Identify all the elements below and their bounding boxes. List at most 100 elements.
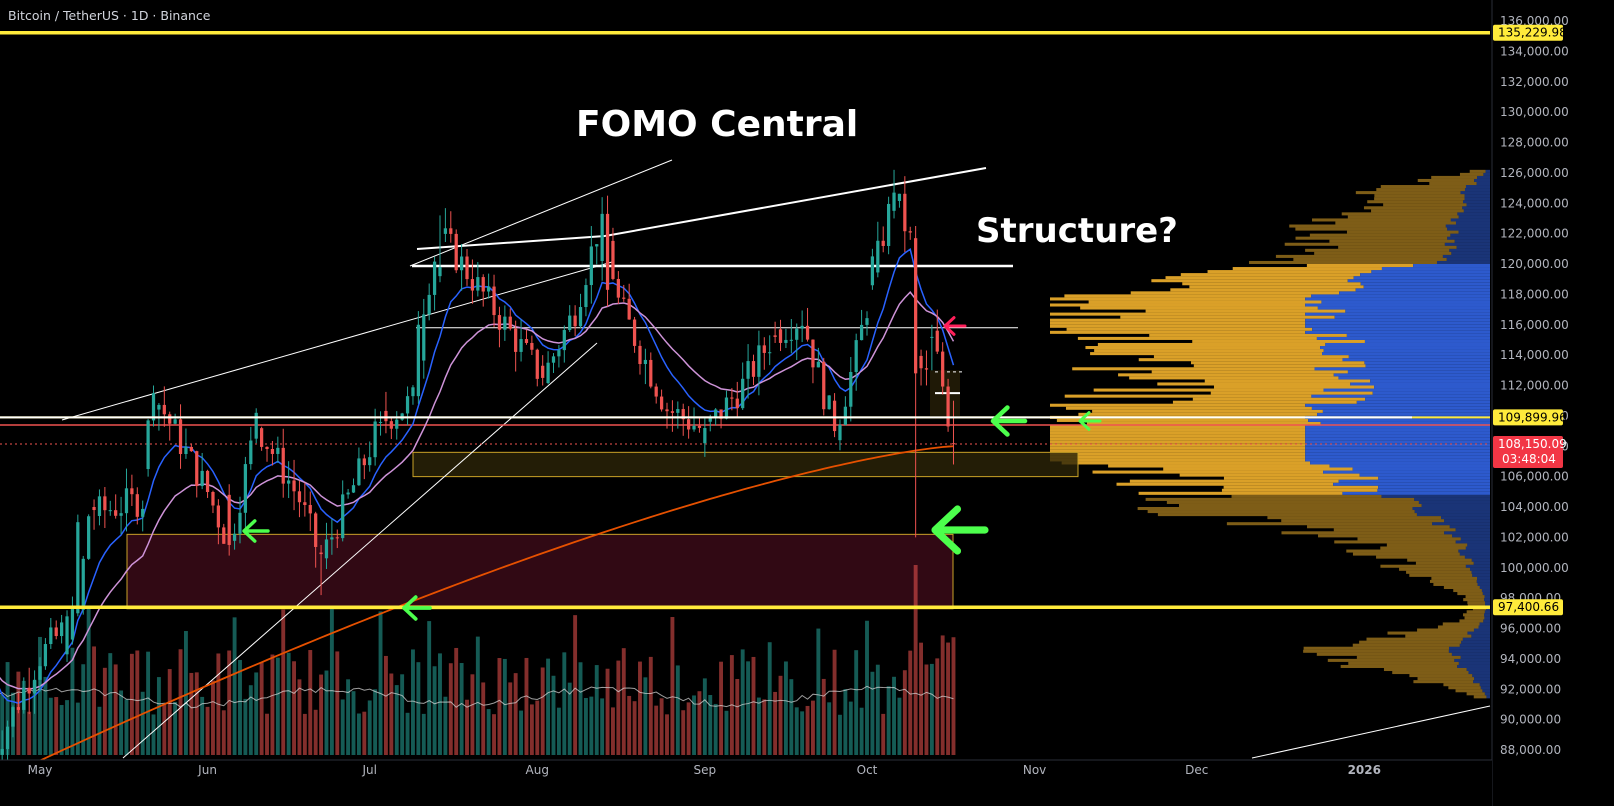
candle-body bbox=[768, 352, 772, 354]
candle-body bbox=[5, 726, 10, 750]
y-tick-label: 96,000.00 bbox=[1500, 622, 1561, 636]
profile-row-down bbox=[1462, 206, 1490, 210]
candle-body bbox=[676, 409, 680, 413]
volume-bar bbox=[302, 713, 307, 755]
volume-bar bbox=[135, 650, 140, 755]
volume-bar bbox=[892, 676, 896, 755]
profile-row-up bbox=[1469, 169, 1486, 173]
volume-bar bbox=[205, 706, 210, 755]
profile-row-up bbox=[1165, 276, 1354, 280]
profile-row-down bbox=[1305, 303, 1490, 307]
candle-body bbox=[805, 325, 810, 340]
profile-row-down bbox=[1323, 388, 1490, 392]
profile-row-up bbox=[1311, 218, 1451, 222]
candle-body bbox=[546, 362, 550, 384]
profile-row-down bbox=[1305, 403, 1490, 407]
volume-bar bbox=[319, 674, 324, 755]
candle-body bbox=[184, 446, 188, 454]
profile-row-up bbox=[1359, 640, 1462, 644]
time-axis[interactable]: May Jun Jul Aug Sep Oct Nov Dec 2026 bbox=[0, 759, 1492, 806]
volume-bar bbox=[411, 649, 415, 755]
candle-body bbox=[59, 622, 64, 637]
candle-body bbox=[368, 457, 372, 466]
candle-body bbox=[119, 513, 123, 516]
x-tick-label: Oct bbox=[857, 763, 878, 777]
profile-row-down bbox=[1352, 467, 1490, 471]
volume-bar bbox=[65, 700, 69, 755]
profile-row-down bbox=[1459, 643, 1490, 647]
profile-row-up bbox=[1189, 285, 1364, 289]
profile-row-down bbox=[1381, 267, 1490, 271]
profile-row-up bbox=[1352, 552, 1460, 556]
volume-bar bbox=[21, 680, 26, 755]
zones bbox=[126, 370, 1079, 610]
volume-bar bbox=[351, 691, 356, 755]
volume-bar bbox=[102, 667, 107, 755]
horizontal-levels bbox=[0, 30, 1490, 609]
profile-row-up bbox=[1120, 315, 1335, 319]
profile-row-up bbox=[1066, 327, 1313, 331]
candle-body bbox=[38, 666, 42, 680]
profile-row-up bbox=[1147, 510, 1415, 514]
profile-row-down bbox=[1377, 488, 1490, 492]
candle-body bbox=[687, 419, 691, 430]
profile-row-up bbox=[1453, 589, 1482, 593]
candle-body bbox=[200, 470, 204, 487]
profile-row-down bbox=[1305, 424, 1490, 429]
volume-bar bbox=[86, 605, 91, 755]
volume-bar bbox=[605, 668, 610, 755]
profile-row-down bbox=[1484, 610, 1490, 614]
volume-bar bbox=[648, 656, 653, 755]
candle-body bbox=[589, 246, 593, 286]
volume-bar bbox=[681, 710, 686, 755]
symbol-title: Bitcoin / TetherUS · 1D · Binance bbox=[8, 8, 211, 23]
profile-row-up bbox=[1437, 625, 1479, 629]
volume-bar bbox=[178, 649, 183, 755]
profile-row-down bbox=[1447, 227, 1490, 231]
candle-body bbox=[443, 228, 448, 234]
profile-row-up bbox=[1415, 561, 1474, 565]
volume-bar bbox=[708, 695, 713, 755]
profile-row-up bbox=[1129, 376, 1339, 380]
volume-bar bbox=[238, 659, 242, 755]
candle-body bbox=[914, 238, 918, 374]
volume-bar bbox=[913, 565, 918, 755]
profile-row-down bbox=[1460, 537, 1490, 541]
candle-body bbox=[281, 447, 285, 484]
volume-bar bbox=[227, 650, 232, 755]
volume-bar bbox=[43, 676, 48, 755]
profile-row-down bbox=[1484, 613, 1490, 617]
profile-row-down bbox=[1449, 525, 1490, 529]
volume-bar bbox=[200, 696, 205, 755]
volume-bar bbox=[951, 637, 956, 755]
profile-row-up bbox=[1190, 361, 1365, 365]
profile-row-up bbox=[1267, 516, 1442, 520]
profile-row-down bbox=[1305, 330, 1490, 334]
volume-bar bbox=[811, 700, 815, 755]
profile-row-up bbox=[1050, 318, 1306, 322]
volume-bar bbox=[454, 647, 459, 755]
trend-line bbox=[61, 261, 613, 421]
candle-body bbox=[692, 425, 696, 430]
volume-bar bbox=[378, 611, 383, 755]
profile-row-up bbox=[1467, 601, 1486, 605]
volume-bar bbox=[573, 615, 578, 755]
volume-bar bbox=[919, 642, 923, 755]
profile-row-down bbox=[1360, 282, 1490, 286]
candle-body bbox=[151, 393, 156, 421]
profile-row-down bbox=[1414, 497, 1490, 501]
volume-bar bbox=[832, 649, 837, 755]
volume-bar bbox=[308, 650, 313, 755]
arrow-red bbox=[943, 316, 967, 336]
price-axis[interactable]: 136,000.00 134,000.00 132,000.00 130,000.00… bbox=[1491, 0, 1614, 806]
profile-row-down bbox=[1305, 446, 1490, 450]
ma-long bbox=[0, 445, 954, 781]
profile-row-up bbox=[1459, 172, 1484, 176]
profile-row-down bbox=[1305, 440, 1490, 444]
profile-row-down bbox=[1308, 418, 1490, 422]
profile-row-down bbox=[1432, 522, 1490, 526]
volume-bar bbox=[140, 691, 145, 755]
profile-row-up bbox=[1417, 628, 1474, 632]
profile-row-up bbox=[1050, 437, 1306, 441]
